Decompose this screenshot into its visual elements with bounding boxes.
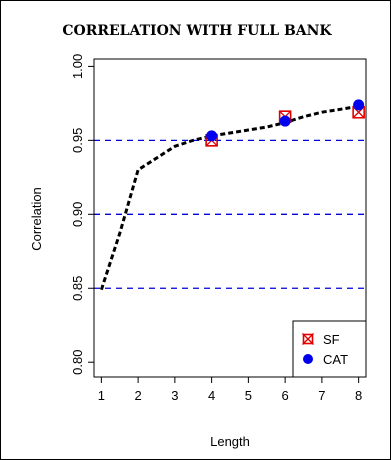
x-tick-label-6: 7 [318,388,325,403]
x-tick-label-0: 1 [98,388,105,403]
y-tick-label-0: 0.80 [70,350,85,375]
legend-marker-cat [303,354,313,364]
x-tick-label-7: 8 [355,388,362,403]
point-cat-8 [353,99,365,111]
y-tick-label-3: 0.95 [70,128,85,153]
trend-curve [99,104,359,291]
y-tick-label-4: 1.00 [70,54,85,79]
legend-marker-sf [302,333,314,345]
x-axis: 1 2 3 4 5 6 7 8 [98,376,362,403]
x-tick-label-2: 3 [171,388,178,403]
legend-box [292,320,367,378]
x-tick-label-3: 4 [208,388,215,403]
x-tick-label-4: 5 [245,388,252,403]
y-axis: 0.80 0.85 0.90 0.95 1.00 [70,54,95,375]
x-axis-label: Length [210,434,250,449]
x-tick-label-5: 6 [282,388,289,403]
legend-label-cat: CAT [323,352,348,367]
chart-title: CORRELATION WITH FULL BANK [62,23,332,39]
y-tick-label-2: 0.90 [70,202,85,227]
legend: SF CAT [292,320,367,378]
legend-label-sf: SF [323,332,340,347]
curve-layer [99,104,359,291]
point-cat-4 [206,130,218,142]
x-tick-label-1: 2 [134,388,141,403]
y-axis-label: Correlation [29,187,44,251]
reference-lines [94,139,366,289]
points-layer [205,99,365,147]
y-tick-label-1: 0.85 [70,276,85,301]
point-cat-6 [279,115,291,127]
